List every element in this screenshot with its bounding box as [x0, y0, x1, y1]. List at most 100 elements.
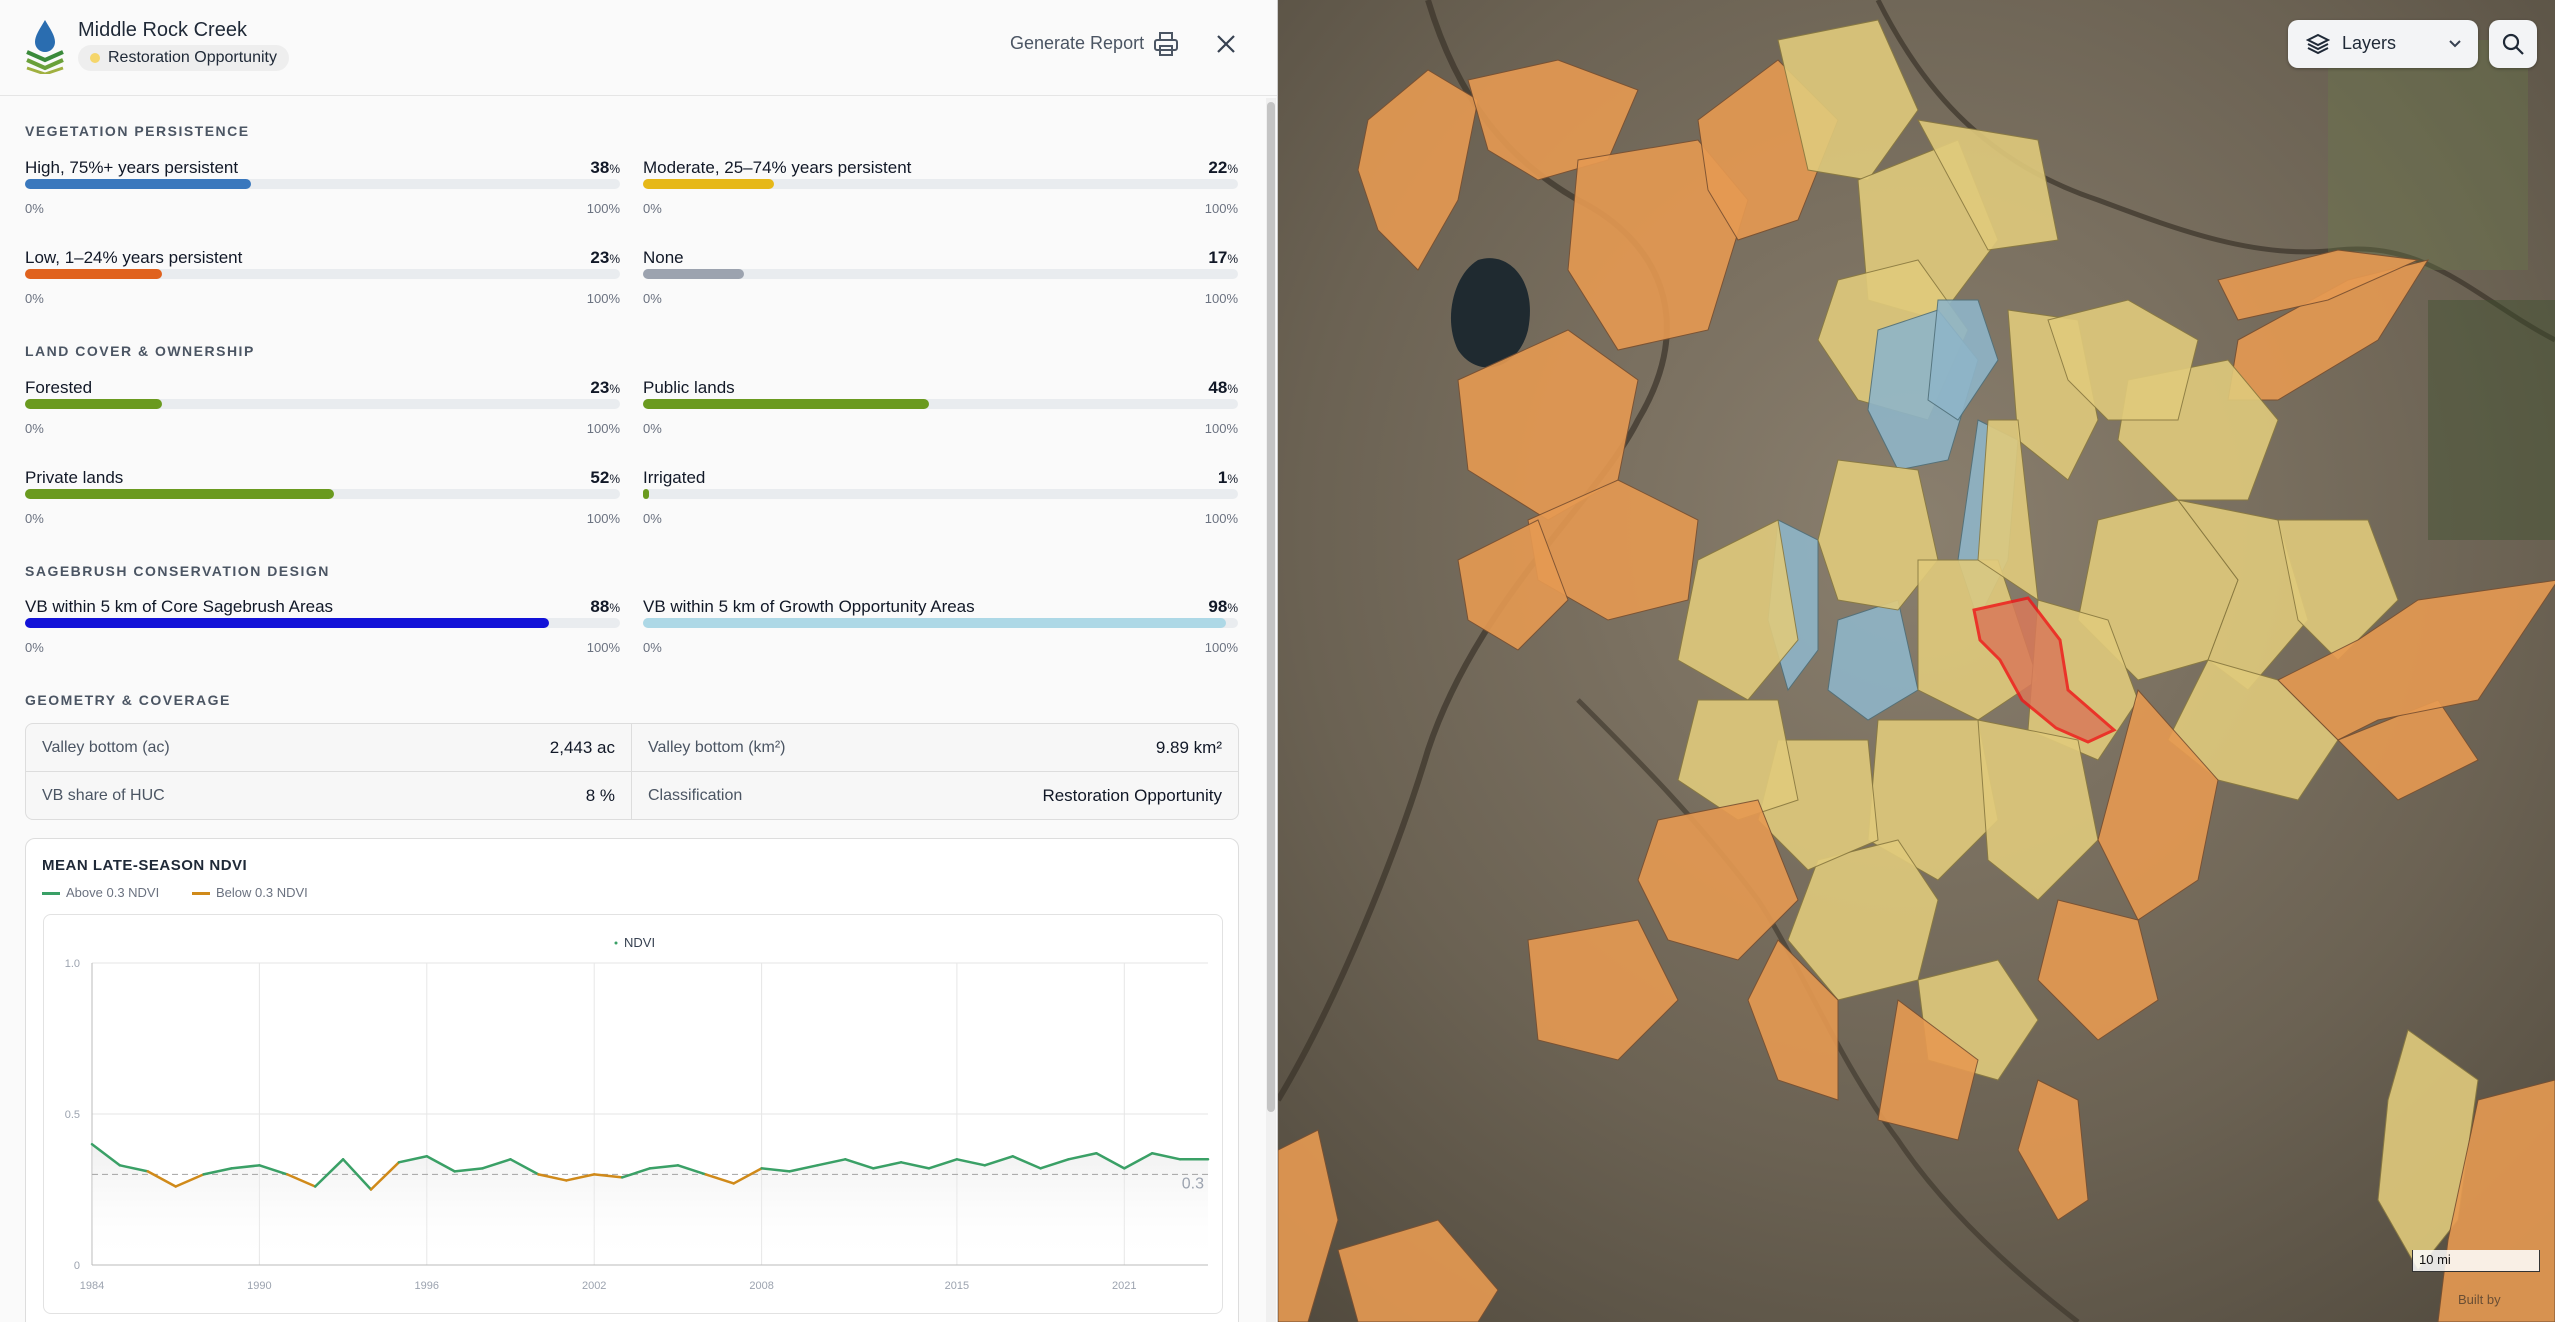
metric-value: 23% [590, 378, 620, 398]
metric-label: Public lands [643, 378, 735, 397]
geo-cell: Valley bottom (km²) 9.89 km² [632, 724, 1238, 772]
status-badge-label: Restoration Opportunity [108, 49, 277, 66]
metric-number: 38 [590, 158, 610, 177]
close-icon[interactable] [1215, 33, 1237, 55]
y-tick-label: 0.5 [65, 1109, 80, 1121]
status-dot [90, 53, 100, 63]
ndvi-line-segment [760, 1167, 791, 1173]
metric-unit: % [609, 382, 620, 396]
ndvi-line-segment [648, 1164, 680, 1170]
ndvi-chart-card: MEAN LATE-SEASON NDVI Above 0.3 NDVI Bel… [25, 838, 1239, 1322]
search-button[interactable] [2489, 20, 2537, 68]
scale-min: 0% [643, 511, 662, 526]
metric-unit: % [1227, 162, 1238, 176]
generate-report-button[interactable]: Generate Report [1010, 33, 1145, 53]
panel-header: Middle Rock Creek Restoration Opportunit… [0, 0, 1277, 96]
geo-value: 9.89 km² [1155, 738, 1222, 757]
progress-track [643, 179, 1238, 189]
print-icon[interactable] [1153, 31, 1179, 57]
metric-number: 23 [590, 248, 610, 267]
ndvi-line-segment [955, 1158, 987, 1167]
metric-unit: % [1227, 601, 1238, 615]
ndvi-line-segment [983, 1155, 1014, 1167]
x-tick-label: 2015 [945, 1280, 969, 1292]
ndvi-line-segment [1150, 1152, 1182, 1161]
scale-max: 100% [586, 511, 620, 526]
progress-track [643, 618, 1238, 628]
ndvi-line-segment [369, 1161, 401, 1191]
scale-min: 0% [25, 640, 44, 655]
chart-title: MEAN LATE-SEASON NDVI [42, 857, 248, 874]
layers-button[interactable]: Layers [2288, 20, 2478, 68]
watershed-polygons[interactable] [1278, 19, 2555, 1322]
ndvi-line-segment [90, 1142, 122, 1167]
scale-min: 0% [25, 201, 44, 216]
ndvi-area [92, 1144, 1208, 1265]
metric-value: 98% [1208, 597, 1238, 617]
geo-label: Valley bottom (ac) [42, 739, 170, 756]
map-view[interactable] [1278, 0, 2555, 1322]
progress-fill [643, 489, 649, 499]
ndvi-line-segment [620, 1167, 652, 1179]
legend-below: Below 0.3 NDVI [192, 885, 308, 900]
layers-label: Layers [2342, 33, 2397, 53]
metric-label: VB within 5 km of Core Sagebrush Areas [25, 597, 334, 616]
ndvi-line-segment [509, 1158, 540, 1176]
metric-7: Irrigated 1% 0% 100% [643, 468, 1238, 534]
metric-number: 1 [1217, 468, 1228, 487]
ndvi-line-segment [592, 1173, 624, 1179]
x-tick-label: 1990 [247, 1280, 271, 1292]
scale-max: 100% [1204, 201, 1238, 216]
metric-value: 88% [590, 597, 620, 617]
metric-value: 48% [1208, 378, 1238, 398]
x-tick-label: 1996 [415, 1280, 439, 1292]
x-tick-label: 2008 [749, 1280, 773, 1292]
selected-watershed[interactable] [1972, 596, 2117, 744]
metric-number: 22 [1208, 158, 1228, 177]
legend-below-label: Below 0.3 NDVI [216, 885, 308, 900]
geo-cell: Classification Restoration Opportunity [632, 772, 1238, 820]
progress-fill [25, 269, 162, 279]
map-canvas[interactable] [1278, 0, 2555, 1322]
x-tick-label: 1984 [80, 1280, 104, 1292]
metric-value: 22% [1208, 158, 1238, 178]
progress-track [25, 399, 620, 409]
ndvi-line-segment [453, 1167, 484, 1173]
section-geometry: GEOMETRY & COVERAGE [25, 692, 231, 708]
metric-label: VB within 5 km of Growth Opportunity Are… [643, 597, 975, 616]
scale-min: 0% [643, 291, 662, 306]
progress-track [25, 489, 620, 499]
ndvi-line-segment [565, 1173, 596, 1182]
progress-fill [25, 179, 251, 189]
scrollbar-thumb[interactable] [1267, 102, 1275, 1112]
ndvi-line-segment [676, 1164, 708, 1176]
progress-track [643, 269, 1238, 279]
ndvi-line-segment [230, 1164, 261, 1170]
geo-label: Classification [648, 787, 743, 804]
metric-value: 52% [590, 468, 620, 488]
metric-0: High, 75%+ years persistent 38% 0% 100% [25, 158, 620, 224]
y-tick-label: 1.0 [65, 958, 80, 970]
geo-value: 8 % [585, 786, 615, 805]
scale-max: 100% [1204, 640, 1238, 655]
series-legend-label: NDVI [624, 935, 655, 950]
ndvi-line-segment [816, 1158, 847, 1167]
metric-value: 1% [1218, 468, 1238, 488]
metric-value: 17% [1208, 248, 1238, 268]
metric-number: 17 [1208, 248, 1228, 267]
metric-8: VB within 5 km of Core Sagebrush Areas 88… [25, 597, 620, 663]
metric-1: Moderate, 25–74% years persistent 22% 0% 10… [643, 158, 1238, 224]
metric-unit: % [1227, 252, 1238, 266]
ndvi-line-segment [341, 1158, 373, 1191]
x-tick-label: 2021 [1112, 1280, 1136, 1292]
geo-value: 2,443 ac [549, 738, 615, 757]
metric-unit: % [1227, 472, 1238, 486]
section-landcover: LAND COVER & OWNERSHIP [25, 343, 255, 359]
metric-5: Public lands 48% 0% 100% [643, 378, 1238, 444]
metric-unit: % [609, 252, 620, 266]
ndvi-line-segment [202, 1167, 233, 1176]
progress-fill [643, 618, 1226, 628]
geo-value: Restoration Opportunity [1042, 786, 1222, 805]
scale-max: 100% [586, 291, 620, 306]
metric-number: 88 [590, 597, 610, 616]
